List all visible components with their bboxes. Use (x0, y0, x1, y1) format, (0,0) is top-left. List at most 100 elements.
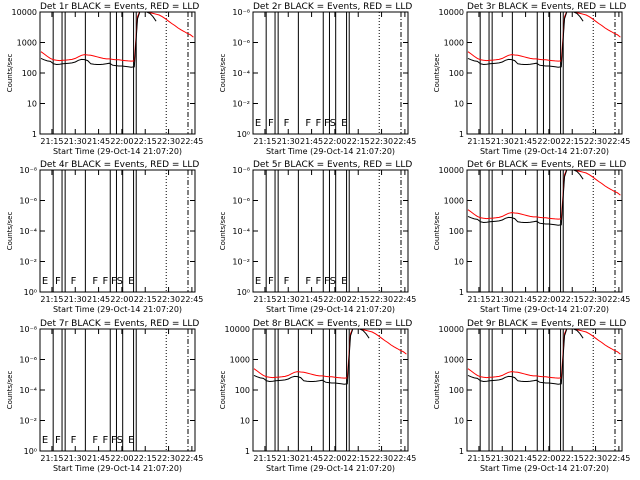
y-tick-label: 1 (459, 288, 464, 297)
y-tick-label: 10⁰ (237, 130, 250, 139)
plot-frame (252, 11, 409, 135)
x-tick-label: 21:45 (300, 454, 323, 463)
series-events (40, 12, 157, 68)
flag-label: F (55, 435, 61, 446)
x-tick-label: 22:00 (323, 137, 346, 146)
y-tick-label: 10000 (439, 166, 464, 175)
x-tick-label: 21:15 (467, 454, 490, 463)
y-tick-label: 10⁻⁶ (19, 356, 37, 365)
y-axis-label: Counts/sec (433, 212, 441, 251)
flag-label: E (341, 118, 347, 129)
x-axis-label: Start Time (29-Oct-14 21:07:20) (53, 147, 182, 156)
y-tick-label: 10⁻⁶ (19, 197, 37, 206)
y-tick-label: 10 (454, 417, 464, 426)
flag-label: E (255, 276, 261, 287)
x-tick-label: 22:30 (370, 295, 393, 304)
series-events (467, 12, 584, 68)
y-axis-label: Counts/sec (433, 371, 441, 410)
x-tick-label: 21:15 (253, 454, 276, 463)
plot-frame (252, 328, 409, 452)
y-tick-label: 1000 (17, 39, 37, 48)
y-tick-label: 10⁻⁸ (232, 166, 250, 175)
x-tick-label: 21:15 (40, 454, 63, 463)
y-tick-label: 10000 (225, 325, 250, 334)
x-tick-label: 22:15 (347, 295, 370, 304)
plot-frame (39, 11, 196, 135)
series-lld (467, 12, 621, 62)
x-tick-label: 22:45 (607, 295, 630, 304)
x-axis-label: Start Time (29-Oct-14 21:07:20) (480, 147, 609, 156)
panel-3: Det 3r BLACK = Events, RED = LLD 1 10 100 10… (433, 2, 630, 156)
x-tick-label: 22:30 (157, 454, 180, 463)
y-tick-label: 10⁻⁴ (232, 227, 250, 236)
flag-label: F (92, 276, 98, 287)
plot-frame (252, 169, 409, 293)
flag-label: F (71, 276, 77, 287)
series-events (467, 329, 584, 385)
y-tick-label: 100 (235, 386, 250, 395)
series-lld (40, 12, 194, 62)
x-axis-label: Start Time (29-Oct-14 21:07:20) (480, 305, 609, 314)
x-tick-label: 21:30 (277, 454, 300, 463)
y-tick-label: 10 (454, 100, 464, 109)
x-axis-label: Start Time (29-Oct-14 21:07:20) (266, 147, 395, 156)
series-lld (467, 329, 621, 379)
series-lld (467, 170, 621, 220)
flag-label: E (128, 276, 134, 287)
x-tick-label: 22:15 (561, 454, 584, 463)
y-tick-label: 1000 (444, 197, 464, 206)
y-axis-label: Counts/sec (219, 371, 227, 410)
x-tick-label: 22:30 (584, 295, 607, 304)
flag-label: E (128, 435, 134, 446)
y-tick-label: 1 (245, 447, 250, 456)
x-tick-label: 22:30 (157, 295, 180, 304)
y-tick-label: 1 (459, 447, 464, 456)
x-tick-label: 22:30 (584, 454, 607, 463)
y-tick-label: 10000 (439, 325, 464, 334)
y-axis-label: Counts/sec (6, 54, 14, 93)
flag-label: F (71, 435, 77, 446)
x-tick-label: 21:30 (64, 454, 87, 463)
x-tick-label: 22:30 (370, 137, 393, 146)
panel-title: Det 2r BLACK = Events, RED = LLD (253, 2, 412, 12)
panel-9: Det 9r BLACK = Events, RED = LLD 1 10 100 10… (433, 319, 630, 473)
y-tick-label: 10⁻⁴ (19, 227, 37, 236)
y-tick-label: 1000 (444, 356, 464, 365)
x-tick-label: 22:45 (607, 454, 630, 463)
x-tick-label: 21:45 (300, 295, 323, 304)
panel-title: Det 4r BLACK = Events, RED = LLD (40, 160, 199, 170)
flag-label: F (102, 276, 108, 287)
y-tick-label: 100 (449, 227, 464, 236)
flag-label: F (284, 118, 290, 129)
y-tick-label: 10⁰ (24, 447, 37, 456)
panel-title: Det 8r BLACK = Events, RED = LLD (253, 319, 412, 329)
x-tick-label: 21:15 (467, 137, 490, 146)
plot-frame (466, 169, 623, 293)
panel-4: Det 4r BLACK = Events, RED = LLD 10⁰ 10⁻² 1… (6, 160, 203, 314)
y-tick-label: 1 (459, 130, 464, 139)
y-tick-label: 10 (240, 417, 250, 426)
flag-label: FS (111, 435, 123, 446)
y-tick-label: 10⁻⁴ (19, 386, 37, 395)
x-axis-label: Start Time (29-Oct-14 21:07:20) (53, 305, 182, 314)
x-tick-label: 22:00 (110, 137, 133, 146)
x-tick-label: 21:30 (277, 295, 300, 304)
x-tick-label: 22:15 (561, 137, 584, 146)
panel-2: Det 2r BLACK = Events, RED = LLD 10⁰ 10⁻² 1… (219, 2, 416, 156)
panel-8: Det 8r BLACK = Events, RED = LLD 1 10 100 10… (219, 319, 416, 473)
flag-label: E (42, 435, 48, 446)
flag-label: E (255, 118, 261, 129)
y-tick-label: 10⁻² (232, 258, 250, 267)
plot-frame (466, 11, 623, 135)
x-tick-label: 21:30 (277, 137, 300, 146)
panel-5: Det 5r BLACK = Events, RED = LLD 10⁰ 10⁻² 1… (219, 160, 416, 314)
x-axis-label: Start Time (29-Oct-14 21:07:20) (480, 464, 609, 473)
x-tick-label: 22:45 (180, 295, 203, 304)
panel-7: Det 7r BLACK = Events, RED = LLD 10⁰ 10⁻² 1… (6, 319, 203, 473)
x-tick-label: 21:45 (514, 454, 537, 463)
x-tick-label: 22:15 (134, 295, 157, 304)
x-tick-label: 21:45 (87, 454, 110, 463)
x-tick-label: 22:00 (110, 454, 133, 463)
flag-label: E (42, 276, 48, 287)
panel-1: Det 1r BLACK = Events, RED = LLD 1 10 100 10… (6, 2, 203, 156)
